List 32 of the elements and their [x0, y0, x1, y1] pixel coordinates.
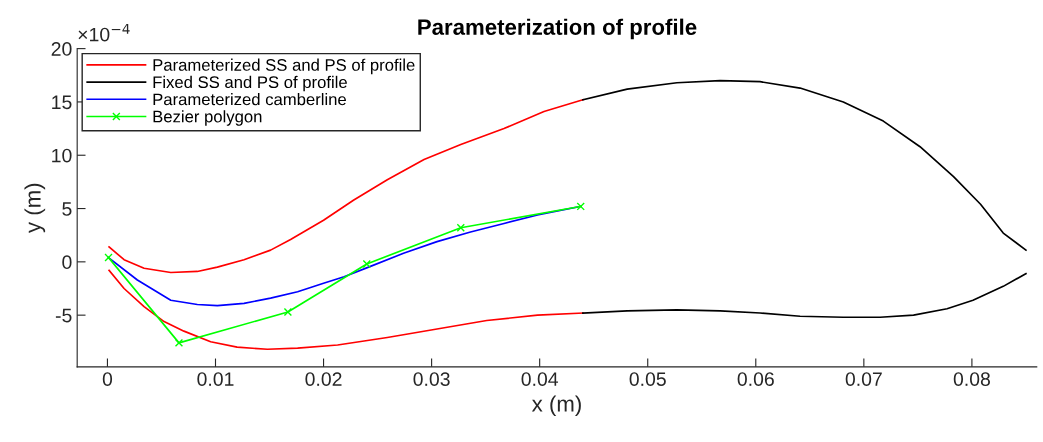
y-tick-label: 10 — [52, 148, 72, 163]
line-series — [582, 79, 1027, 251]
point — [576, 202, 585, 211]
y-tick-label: 15 — [52, 95, 72, 110]
legend-label: Bezier polygon — [153, 110, 262, 126]
line-series — [582, 272, 1027, 319]
x-tick-label: 0.03 — [413, 372, 450, 386]
point — [456, 223, 465, 232]
x-tick-label: 0.07 — [845, 372, 882, 386]
y-tick-label: -5 — [55, 308, 72, 323]
chart-title: Parameterization of profile — [418, 18, 697, 40]
x-tick-label: 0.08 — [953, 372, 990, 386]
point — [283, 307, 293, 317]
x-tick-label: 0.05 — [629, 372, 666, 386]
y-tick-label: 20 — [51, 42, 72, 56]
legend-label: Parameterized SS and PS of profile — [153, 58, 415, 75]
x-tick-label: 0.04 — [521, 372, 559, 386]
y-axis-title: y (m) — [24, 183, 46, 233]
x-tick-label: 0 — [102, 372, 113, 386]
point — [174, 338, 184, 348]
line-series — [108, 269, 584, 351]
point — [104, 253, 113, 262]
legend-label: Parameterized camberline — [153, 93, 346, 106]
x-tick-label: 0.06 — [737, 372, 774, 386]
text: ×10$^{−4}$ — [78, 23, 130, 42]
x-tick-label: 0.01 — [197, 372, 234, 386]
y-tick-label: 5 — [62, 202, 72, 216]
point — [362, 259, 371, 269]
x-tick-label: 0.02 — [305, 372, 342, 386]
legend-label: Fixed SS and PS of profile — [153, 75, 347, 92]
y-tick-label: 0 — [62, 255, 72, 270]
x-axis-title: x (m) — [531, 395, 581, 417]
